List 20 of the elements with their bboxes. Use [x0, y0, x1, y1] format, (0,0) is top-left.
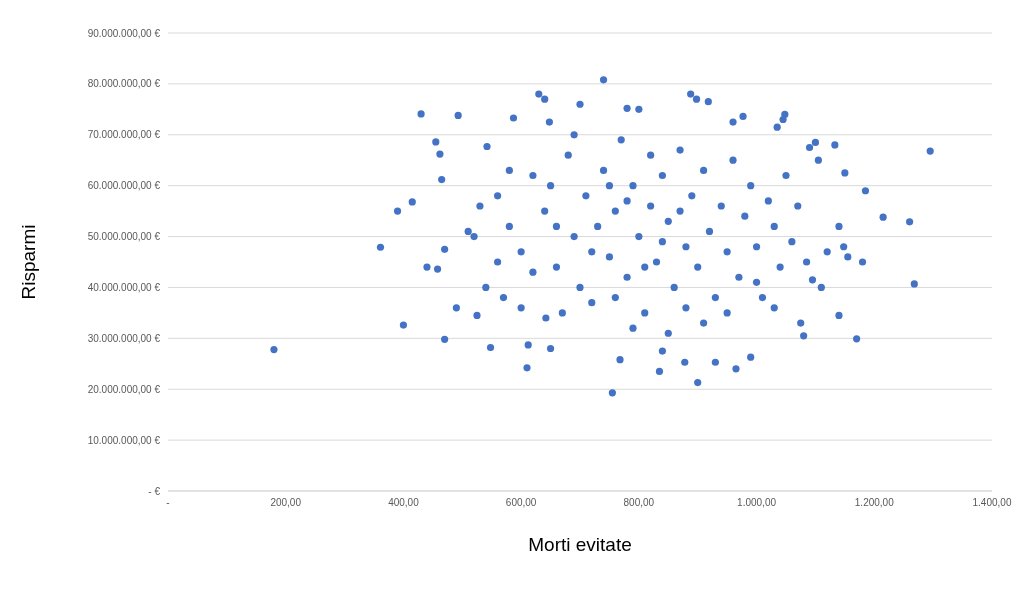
x-axis-title: Morti evitate	[528, 534, 632, 555]
x-tick-label: 1.200,00	[854, 497, 895, 509]
y-axis-title: Risparmi	[17, 224, 39, 300]
y-tick-label: - €	[148, 485, 161, 497]
y-tick-label: 80.000.000,00 €	[87, 78, 161, 90]
y-tick-label: 90.000.000,00 €	[87, 27, 161, 39]
y-tick-label: 10.000.000,00 €	[87, 434, 161, 446]
x-tick-label: 600,00	[505, 497, 537, 509]
x-tick-label: -	[166, 497, 170, 509]
y-tick-label: 30.000.000,00 €	[87, 332, 161, 344]
x-tick-label: 400,00	[388, 497, 420, 509]
y-tick-label: 70.000.000,00 €	[87, 129, 161, 141]
y-tick-label: 60.000.000,00 €	[87, 180, 161, 192]
x-tick-label: 800,00	[623, 497, 655, 509]
y-tick-label: 20.000.000,00 €	[87, 383, 161, 395]
x-tick-label: 1.400,00	[972, 497, 1012, 509]
x-tick-label: 200,00	[270, 497, 302, 509]
y-tick-label: 40.000.000,00 €	[87, 281, 161, 293]
x-tick-label: 1.000,00	[737, 497, 777, 509]
y-tick-label: 50.000.000,00 €	[87, 231, 161, 243]
